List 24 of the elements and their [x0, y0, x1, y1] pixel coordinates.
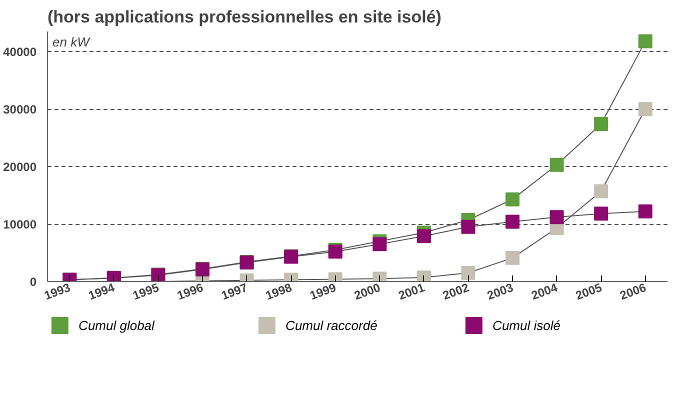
y-tick-label: 10000: [3, 218, 37, 232]
legend-label: Cumul global: [78, 318, 156, 333]
x-tick-label: 1995: [130, 280, 162, 303]
y-tick-label: 20000: [3, 160, 37, 174]
y-tick-label: 40000: [3, 45, 37, 60]
x-tick-label: 2005: [574, 280, 604, 303]
y-tick-label: 0: [30, 275, 37, 289]
x-tick-label: 2000: [352, 280, 383, 303]
y-axis-title: en kW: [52, 34, 92, 50]
x-tick-label: 1996: [175, 280, 206, 303]
x-tick-label: 1997: [219, 280, 250, 303]
x-tick-label: 2001: [396, 280, 427, 303]
x-tick-label: 1998: [264, 280, 294, 303]
x-tick-label: 1994: [86, 280, 117, 303]
x-tick-label: 2004: [529, 280, 560, 303]
x-tick-label: 2003: [485, 280, 516, 303]
x-tick-label: 2002: [440, 280, 472, 303]
x-tick-label: 1999: [308, 280, 338, 303]
y-tick-label: 30000: [3, 102, 37, 117]
chart-title: (hors applications professionnelles en site isolé): [48, 8, 442, 26]
legend-label: Cumul raccordé: [286, 318, 378, 333]
x-tick-label: 1993: [42, 280, 73, 303]
x-tick-label: 2006: [618, 280, 648, 303]
legend-label: Cumul isolé: [492, 318, 560, 333]
